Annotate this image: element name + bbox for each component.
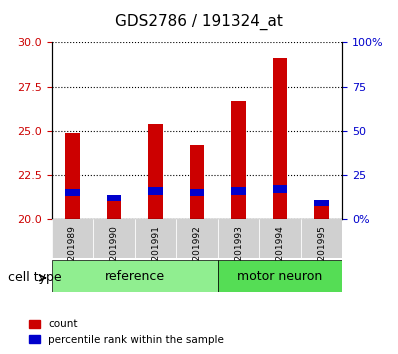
FancyBboxPatch shape — [52, 219, 93, 258]
Text: GDS2786 / 191324_at: GDS2786 / 191324_at — [115, 14, 283, 30]
Bar — [273, 58, 287, 219]
FancyBboxPatch shape — [218, 260, 342, 292]
Text: motor neuron: motor neuron — [237, 270, 323, 282]
Bar — [231, 101, 246, 219]
Text: GSM201992: GSM201992 — [193, 225, 201, 280]
FancyBboxPatch shape — [135, 219, 176, 258]
Bar — [190, 188, 204, 196]
Bar — [65, 133, 80, 219]
Bar — [314, 200, 329, 206]
Bar — [273, 185, 287, 193]
FancyBboxPatch shape — [259, 219, 301, 258]
FancyBboxPatch shape — [301, 219, 342, 258]
Text: cell type: cell type — [8, 272, 62, 284]
Bar — [107, 195, 121, 201]
Text: GSM201994: GSM201994 — [275, 225, 285, 280]
Bar — [231, 187, 246, 195]
Text: reference: reference — [105, 270, 165, 282]
Legend: count, percentile rank within the sample: count, percentile rank within the sample — [25, 315, 228, 349]
Bar — [148, 124, 163, 219]
FancyBboxPatch shape — [52, 260, 218, 292]
FancyBboxPatch shape — [218, 219, 259, 258]
Text: GSM201993: GSM201993 — [234, 225, 243, 280]
Bar — [314, 205, 329, 219]
Text: GSM201990: GSM201990 — [109, 225, 119, 280]
Text: GSM201995: GSM201995 — [317, 225, 326, 280]
Text: GSM201989: GSM201989 — [68, 225, 77, 280]
Bar — [190, 145, 204, 219]
FancyBboxPatch shape — [93, 219, 135, 258]
Bar — [65, 188, 80, 196]
Bar — [148, 187, 163, 195]
FancyBboxPatch shape — [176, 219, 218, 258]
Text: GSM201991: GSM201991 — [151, 225, 160, 280]
Bar — [107, 200, 121, 219]
